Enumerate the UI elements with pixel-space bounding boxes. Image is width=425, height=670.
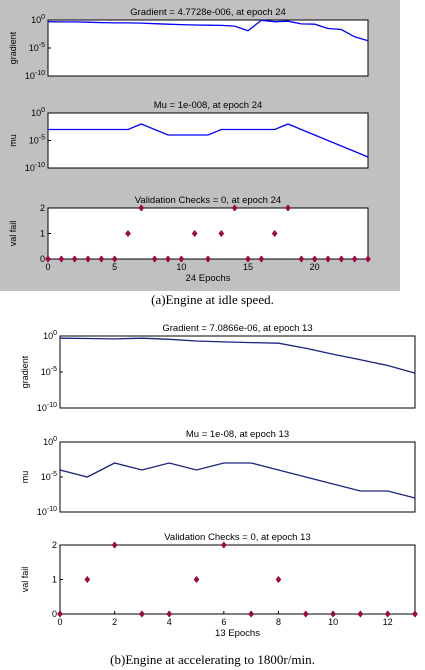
chart-a3-point (231, 204, 238, 212)
chart-a3-title: Validation Checks = 0, at epoch 24 (135, 195, 281, 206)
chart-b3-ytick-label: 2 (52, 540, 57, 550)
chart-a3-point (325, 255, 331, 263)
chart-b3-point (84, 575, 91, 584)
chart-a1-plot-area (47, 19, 369, 77)
chart-b1-title: Gradient = 7.0866e-06, at epoch 13 (162, 323, 312, 334)
chart-b1-ytick-label: 100 (43, 330, 57, 341)
chart-a3-point (138, 204, 145, 212)
chart-a3-point (85, 255, 91, 263)
chart-b3-point (220, 541, 227, 549)
chart-b3-ytick-label: 1 (52, 575, 57, 585)
chart-b3-point (412, 610, 418, 618)
chart-b3-xtick-label: 0 (57, 617, 62, 627)
chart-a3-point (178, 255, 185, 263)
chart-a3-point (58, 255, 65, 263)
chart-b3-point (248, 610, 255, 618)
chart-b1-series-line (59, 337, 416, 374)
chart-a3-point (245, 255, 251, 263)
chart-a3-point (298, 255, 305, 263)
chart-a3-point (365, 255, 371, 263)
chart-b3-title: Validation Checks = 0, at epoch 13 (164, 532, 310, 543)
chart-a3-ytick-label: 1 (40, 229, 45, 239)
chart-a3-point (285, 204, 291, 212)
chart-a3-point (111, 255, 118, 263)
chart-b2-series-line (59, 462, 416, 499)
chart-b3-point (384, 610, 391, 618)
chart-a3-point (151, 255, 158, 263)
chart-a2-ytick-label: 10-5 (29, 135, 45, 146)
chart-a3-ytick-label: 2 (40, 203, 45, 213)
chart-a3-point (271, 229, 278, 238)
chart-a3-point (311, 255, 318, 263)
chart-a3-point (165, 255, 171, 263)
chart-a2-series-line (48, 123, 369, 158)
chart-a2-ytick-label: 10-10 (25, 162, 45, 173)
chart-b3-ylabel: val fail (20, 567, 30, 593)
chart-a3-point (191, 229, 198, 238)
chart-b3-plot-area (59, 544, 416, 615)
chart-b3-point (57, 610, 63, 618)
chart-b2-ytick-label: 100 (43, 436, 57, 447)
chart-b2-ytick-label: 10-10 (37, 506, 57, 517)
chart-a3-plot-area (47, 207, 369, 260)
chart-b3-xtick-label: 12 (383, 617, 393, 627)
chart-b3-xtick-label: 2 (112, 617, 117, 627)
chart-a3-xtick-label: 10 (176, 262, 186, 272)
chart-a1-title: Gradient = 4.7728e-006, at epoch 24 (130, 7, 286, 18)
chart-b3-xtick-label: 4 (167, 617, 172, 627)
chart-a3-xtick-label: 15 (243, 262, 253, 272)
chart-a3-xtick-label: 5 (112, 262, 117, 272)
chart-b2-plot-area (59, 441, 416, 513)
chart-b1-ylabel: gradient (20, 355, 30, 388)
chart-b2-ylabel: mu (20, 471, 30, 484)
chart-a3-point (125, 229, 131, 238)
chart-a3-point (351, 255, 358, 263)
caption-engine-idle: (a)Engine at idle speed. (151, 292, 274, 307)
chart-b3-xlabel: 13 Epochs (215, 628, 260, 639)
chart-b3-xtick-label: 8 (276, 617, 281, 627)
chart-b3-xtick-label: 10 (328, 617, 338, 627)
chart-a3-ylabel: val fail (8, 221, 18, 247)
chart-b3-point (357, 610, 364, 618)
chart-a1-series-line (47, 19, 369, 42)
chart-a3-xtick-label: 20 (310, 262, 320, 272)
chart-b3-xtick-label: 6 (221, 617, 226, 627)
chart-a2-title: Mu = 1e-008, at epoch 24 (154, 100, 263, 111)
chart-a3-point (45, 255, 51, 263)
chart-b2-ytick-label: 10-5 (41, 471, 57, 482)
caption-engine-accelerating: (b)Engine at accelerating to 1800r/min. (110, 652, 315, 667)
chart-a3-xtick-label: 0 (45, 262, 50, 272)
chart-b3-ytick-label: 0 (52, 609, 57, 619)
chart-b1-ytick-label: 10-5 (41, 366, 57, 377)
chart-a2-plot-area (47, 112, 369, 169)
chart-a3-point (71, 255, 78, 263)
chart-a3-point (98, 255, 105, 263)
chart-a3-point (258, 255, 265, 263)
chart-b3-point (193, 575, 200, 584)
chart-b1-plot-area (59, 335, 416, 409)
chart-b1-ytick-label: 10-10 (37, 402, 57, 413)
chart-b3-point (330, 610, 336, 618)
chart-b3-point (166, 610, 173, 618)
chart-a3-point (205, 255, 211, 263)
chart-a3-point (218, 229, 225, 238)
chart-a3-point (338, 255, 345, 263)
chart-b3-point (302, 610, 309, 618)
chart-a3-ytick-label: 0 (40, 254, 45, 264)
chart-a1-ytick-label: 100 (31, 14, 45, 25)
chart-a2-ylabel: mu (8, 134, 18, 147)
chart-a1-ytick-label: 10-5 (29, 42, 45, 53)
chart-a1-ylabel: gradient (8, 31, 18, 64)
chart-b2-title: Mu = 1e-08, at epoch 13 (186, 429, 289, 440)
chart-b3-point (275, 575, 282, 584)
chart-b3-point (111, 541, 118, 549)
chart-a3-xlabel: 24 Epochs (186, 273, 231, 284)
chart-a1-ytick-label: 10-10 (25, 70, 45, 81)
chart-a2-ytick-label: 100 (31, 107, 45, 118)
chart-b3-point (139, 610, 145, 618)
